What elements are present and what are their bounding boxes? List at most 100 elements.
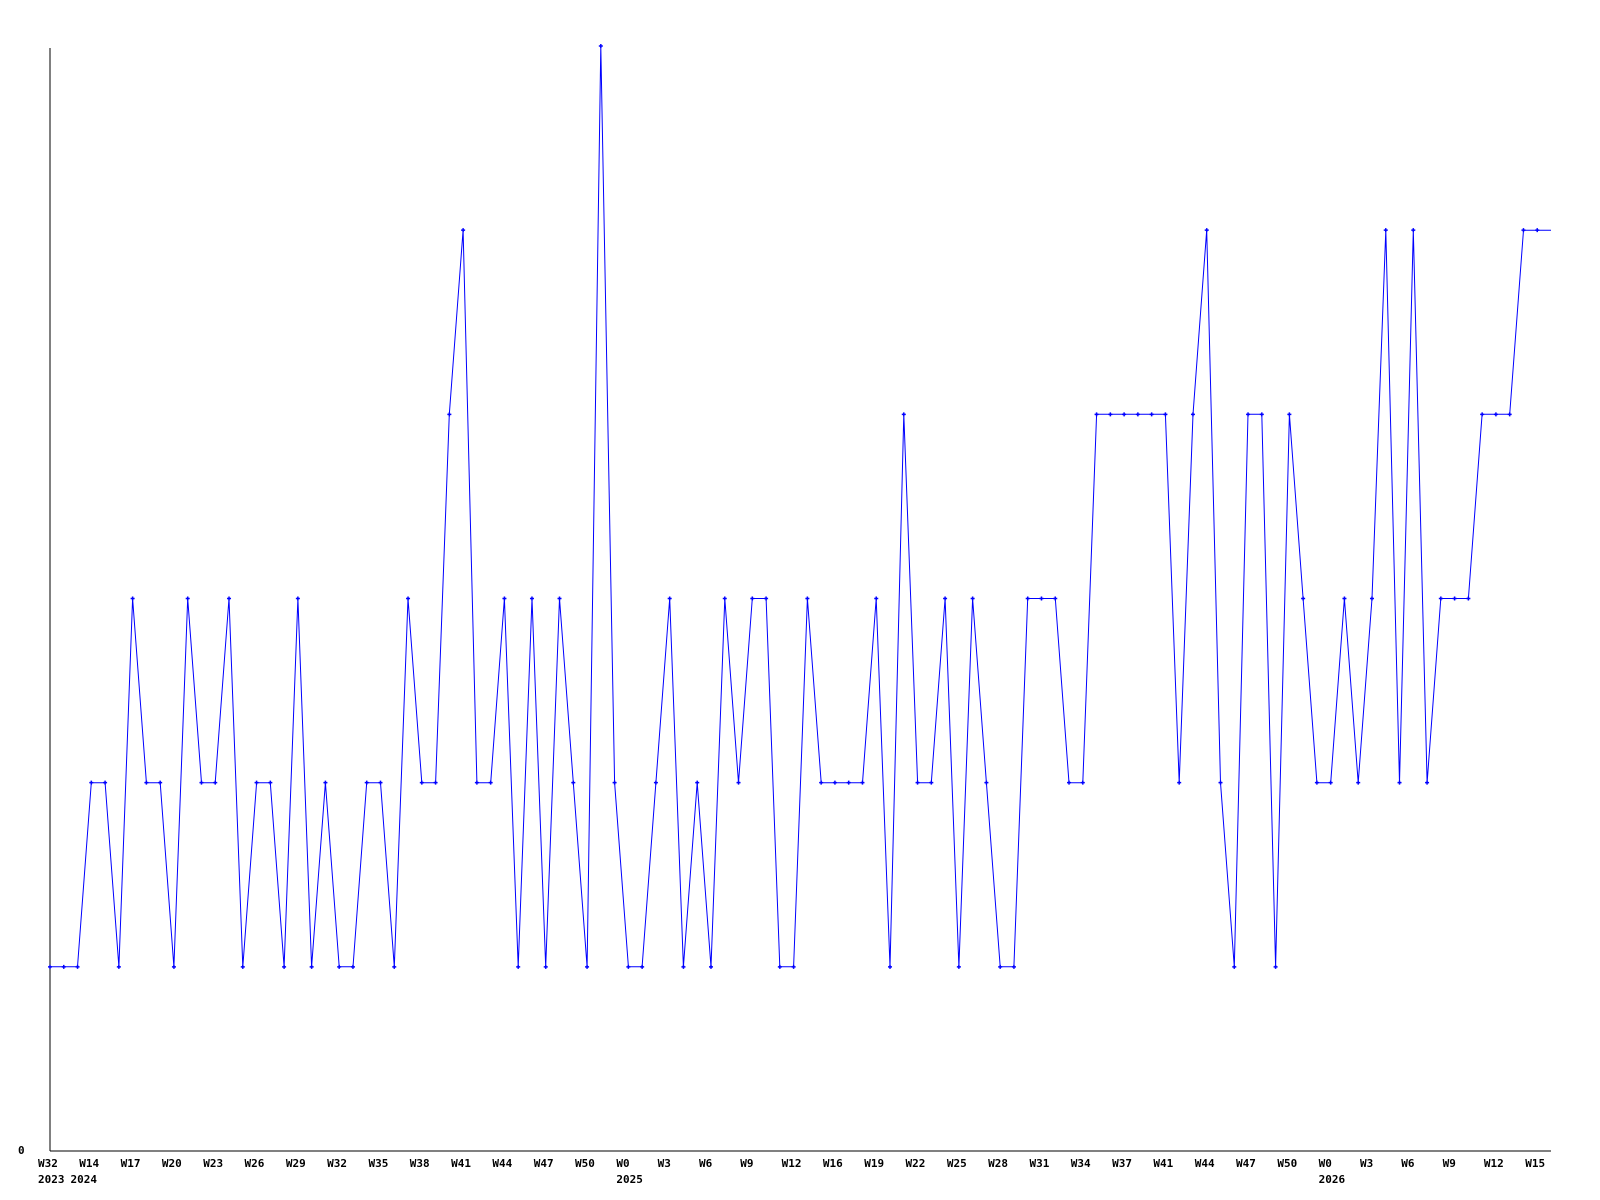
data-point — [1397, 780, 1402, 785]
data-point — [764, 596, 769, 601]
data-point — [1452, 596, 1457, 601]
x-tick-label: W14 — [79, 1157, 99, 1170]
x-tick-label: W9 — [1443, 1157, 1456, 1170]
x-tick-label: W47 — [1236, 1157, 1256, 1170]
data-point — [598, 44, 603, 48]
data-point — [943, 596, 948, 601]
data-point — [529, 596, 534, 601]
x-tick-label: W25 — [947, 1157, 967, 1170]
data-point — [1094, 412, 1099, 417]
year-label: 2026 — [1319, 1173, 1346, 1186]
data-point — [461, 228, 466, 233]
data-point — [1535, 228, 1540, 233]
data-point — [832, 780, 837, 785]
data-point — [750, 596, 755, 601]
data-point — [447, 412, 452, 417]
x-tick-label: W6 — [699, 1157, 713, 1170]
data-point — [1108, 412, 1113, 417]
data-point — [956, 964, 961, 969]
x-tick-label: W20 — [162, 1157, 182, 1170]
data-point — [1011, 964, 1016, 969]
year-label: 2023 — [38, 1173, 65, 1186]
x-tick-label: W15 — [1525, 1157, 1545, 1170]
data-point — [777, 964, 782, 969]
data-point — [1246, 412, 1251, 417]
data-point — [557, 596, 562, 601]
data-point — [915, 780, 920, 785]
data-point — [295, 596, 300, 601]
data-point — [227, 596, 232, 601]
data-point — [874, 596, 879, 601]
x-tick-label: W12 — [1484, 1157, 1504, 1170]
x-tick-label: W19 — [864, 1157, 884, 1170]
data-point — [323, 780, 328, 785]
x-tick-label: W0 — [1319, 1157, 1332, 1170]
data-point — [626, 964, 631, 969]
data-point — [502, 596, 507, 601]
data-point — [612, 780, 617, 785]
x-tick-label: W38 — [410, 1157, 430, 1170]
data-point — [846, 780, 851, 785]
data-point — [392, 964, 397, 969]
data-point — [1383, 228, 1388, 233]
data-point — [970, 596, 975, 601]
x-tick-label: W44 — [492, 1157, 512, 1170]
x-tick-label: W35 — [368, 1157, 388, 1170]
x-tick-label: W41 — [451, 1157, 471, 1170]
x-tick-label: W22 — [906, 1157, 926, 1170]
x-tick-label: W17 — [121, 1157, 141, 1170]
year-label: 2024 — [71, 1173, 98, 1186]
x-tick-label: W0 — [616, 1157, 629, 1170]
data-point — [1273, 964, 1278, 969]
data-point — [1149, 412, 1154, 417]
data-point — [171, 964, 176, 969]
data-point — [158, 780, 163, 785]
data-point — [199, 780, 204, 785]
data-point — [736, 780, 741, 785]
data-point — [543, 964, 548, 969]
data-point — [585, 964, 590, 969]
data-point — [1259, 412, 1264, 417]
data-point — [1025, 596, 1030, 601]
data-point — [378, 780, 383, 785]
data-point — [474, 780, 479, 785]
data-point — [116, 964, 121, 969]
x-tick-label: W9 — [740, 1157, 753, 1170]
data-point — [1301, 596, 1306, 601]
data-point — [130, 596, 135, 601]
data-point — [1135, 412, 1140, 417]
data-point — [488, 780, 493, 785]
data-point — [337, 964, 342, 969]
x-tick-label: W37 — [1112, 1157, 1132, 1170]
data-point — [860, 780, 865, 785]
data-point — [1493, 412, 1498, 417]
x-tick-label: W3 — [658, 1157, 671, 1170]
data-point — [888, 964, 893, 969]
data-point — [1232, 964, 1237, 969]
x-tick-label: W41 — [1153, 1157, 1173, 1170]
data-point — [819, 780, 824, 785]
data-point — [1080, 780, 1085, 785]
data-point — [901, 412, 906, 417]
data-point — [61, 964, 66, 969]
x-tick-label: W50 — [575, 1157, 595, 1170]
data-point — [350, 964, 355, 969]
data-point — [268, 780, 273, 785]
data-point — [695, 780, 700, 785]
data-point — [1425, 780, 1430, 785]
x-tick-label: W47 — [534, 1157, 554, 1170]
data-point — [516, 964, 521, 969]
series-line — [50, 45, 1551, 968]
data-point — [1466, 596, 1471, 601]
data-point — [984, 780, 989, 785]
data-point — [929, 780, 934, 785]
data-point — [282, 964, 287, 969]
data-point — [1314, 780, 1319, 785]
data-point — [1122, 412, 1127, 417]
data-point — [1507, 412, 1512, 417]
data-point — [1411, 228, 1416, 233]
data-point — [722, 596, 727, 601]
data-point — [1521, 228, 1526, 233]
data-point — [1163, 412, 1168, 417]
